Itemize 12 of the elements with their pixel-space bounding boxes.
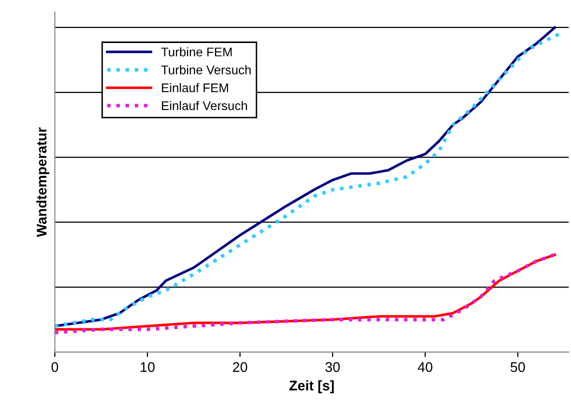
x-tick-label: 30 bbox=[325, 362, 340, 372]
x-tick-label: 0 bbox=[51, 362, 58, 372]
legend-label: Turbine FEM bbox=[161, 47, 232, 56]
x-tick-label: 50 bbox=[510, 362, 525, 372]
legend-label: Turbine Versuch bbox=[161, 65, 251, 74]
y-axis-title: Wandtemperatur bbox=[36, 127, 50, 238]
legend-label: Einlauf FEM bbox=[162, 83, 228, 92]
legend-label: Einlauf Versuch bbox=[162, 100, 247, 110]
x-tick-label: 40 bbox=[418, 362, 432, 372]
x-tick-label: 10 bbox=[140, 362, 155, 372]
x-axis-title: Zeit [s] bbox=[289, 380, 334, 394]
x-tick-label: 20 bbox=[232, 362, 248, 372]
